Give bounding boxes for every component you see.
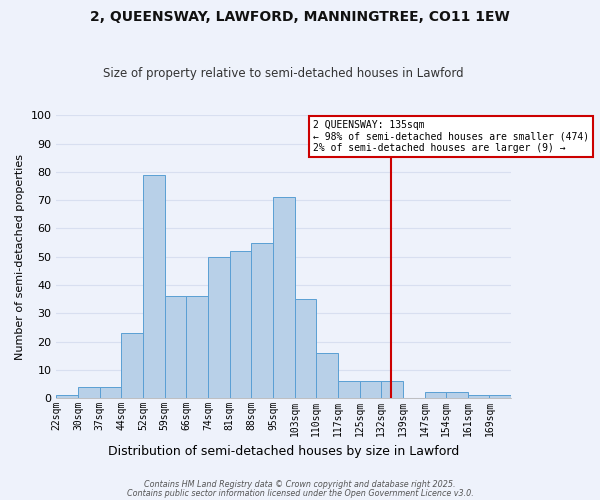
Bar bbox=[143, 175, 164, 398]
Y-axis label: Number of semi-detached properties: Number of semi-detached properties bbox=[15, 154, 25, 360]
Bar bbox=[425, 392, 446, 398]
Bar bbox=[56, 396, 78, 398]
Bar bbox=[187, 296, 208, 398]
Bar bbox=[468, 396, 490, 398]
Bar bbox=[338, 381, 359, 398]
Bar bbox=[316, 353, 338, 398]
Bar bbox=[121, 333, 143, 398]
Bar bbox=[295, 299, 316, 398]
Text: 2 QUEENSWAY: 135sqm
← 98% of semi-detached houses are smaller (474)
2% of semi-d: 2 QUEENSWAY: 135sqm ← 98% of semi-detach… bbox=[313, 120, 589, 153]
Text: Contains public sector information licensed under the Open Government Licence v3: Contains public sector information licen… bbox=[127, 489, 473, 498]
Bar bbox=[273, 198, 295, 398]
Bar bbox=[78, 387, 100, 398]
Bar bbox=[359, 381, 381, 398]
Text: Contains HM Land Registry data © Crown copyright and database right 2025.: Contains HM Land Registry data © Crown c… bbox=[144, 480, 456, 489]
Text: 2, QUEENSWAY, LAWFORD, MANNINGTREE, CO11 1EW: 2, QUEENSWAY, LAWFORD, MANNINGTREE, CO11… bbox=[90, 10, 510, 24]
Bar bbox=[230, 251, 251, 398]
Bar bbox=[381, 381, 403, 398]
Bar bbox=[208, 257, 230, 398]
Bar bbox=[164, 296, 187, 398]
Bar bbox=[100, 387, 121, 398]
Bar bbox=[251, 242, 273, 398]
Title: Size of property relative to semi-detached houses in Lawford: Size of property relative to semi-detach… bbox=[103, 66, 464, 80]
Bar bbox=[490, 396, 511, 398]
X-axis label: Distribution of semi-detached houses by size in Lawford: Distribution of semi-detached houses by … bbox=[108, 444, 460, 458]
Bar bbox=[446, 392, 468, 398]
